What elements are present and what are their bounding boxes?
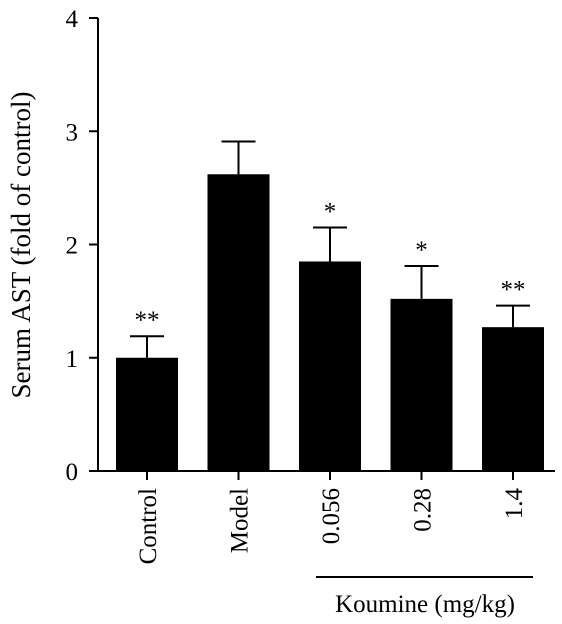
significance-marker: *: [415, 237, 428, 264]
y-axis: 0 1 2 3 4: [66, 6, 99, 486]
significance-marker: *: [324, 199, 337, 226]
category-labels-group: Control Model 0.056 0.28 1.4: [135, 488, 528, 565]
bar: [482, 327, 544, 471]
bar: [116, 357, 178, 471]
y-tick-label: 2: [66, 233, 79, 260]
bar: [390, 298, 453, 471]
x-axis: [98, 470, 555, 480]
significance-group: ******: [135, 199, 526, 335]
x-category-label: 0.28: [410, 488, 437, 532]
error-bars-group: [130, 140, 530, 358]
y-tick-label: 3: [66, 119, 79, 146]
bar: [299, 261, 361, 471]
significance-marker: **: [501, 277, 526, 304]
y-axis-title: Serum AST (fold of control): [6, 92, 36, 399]
significance-marker: **: [135, 307, 160, 334]
y-tick-label: 1: [66, 346, 79, 373]
bars-group: [116, 174, 544, 471]
x-category-label: Control: [135, 488, 162, 564]
bar: [207, 174, 270, 471]
y-tick-label: 0: [66, 459, 79, 486]
x-category-label: 0.056: [318, 488, 345, 544]
group-label: Koumine (mg/kg): [335, 591, 515, 618]
x-category-label: Model: [227, 488, 254, 553]
y-tick-label: 4: [66, 6, 79, 33]
x-category-label: 1.4: [501, 488, 528, 520]
